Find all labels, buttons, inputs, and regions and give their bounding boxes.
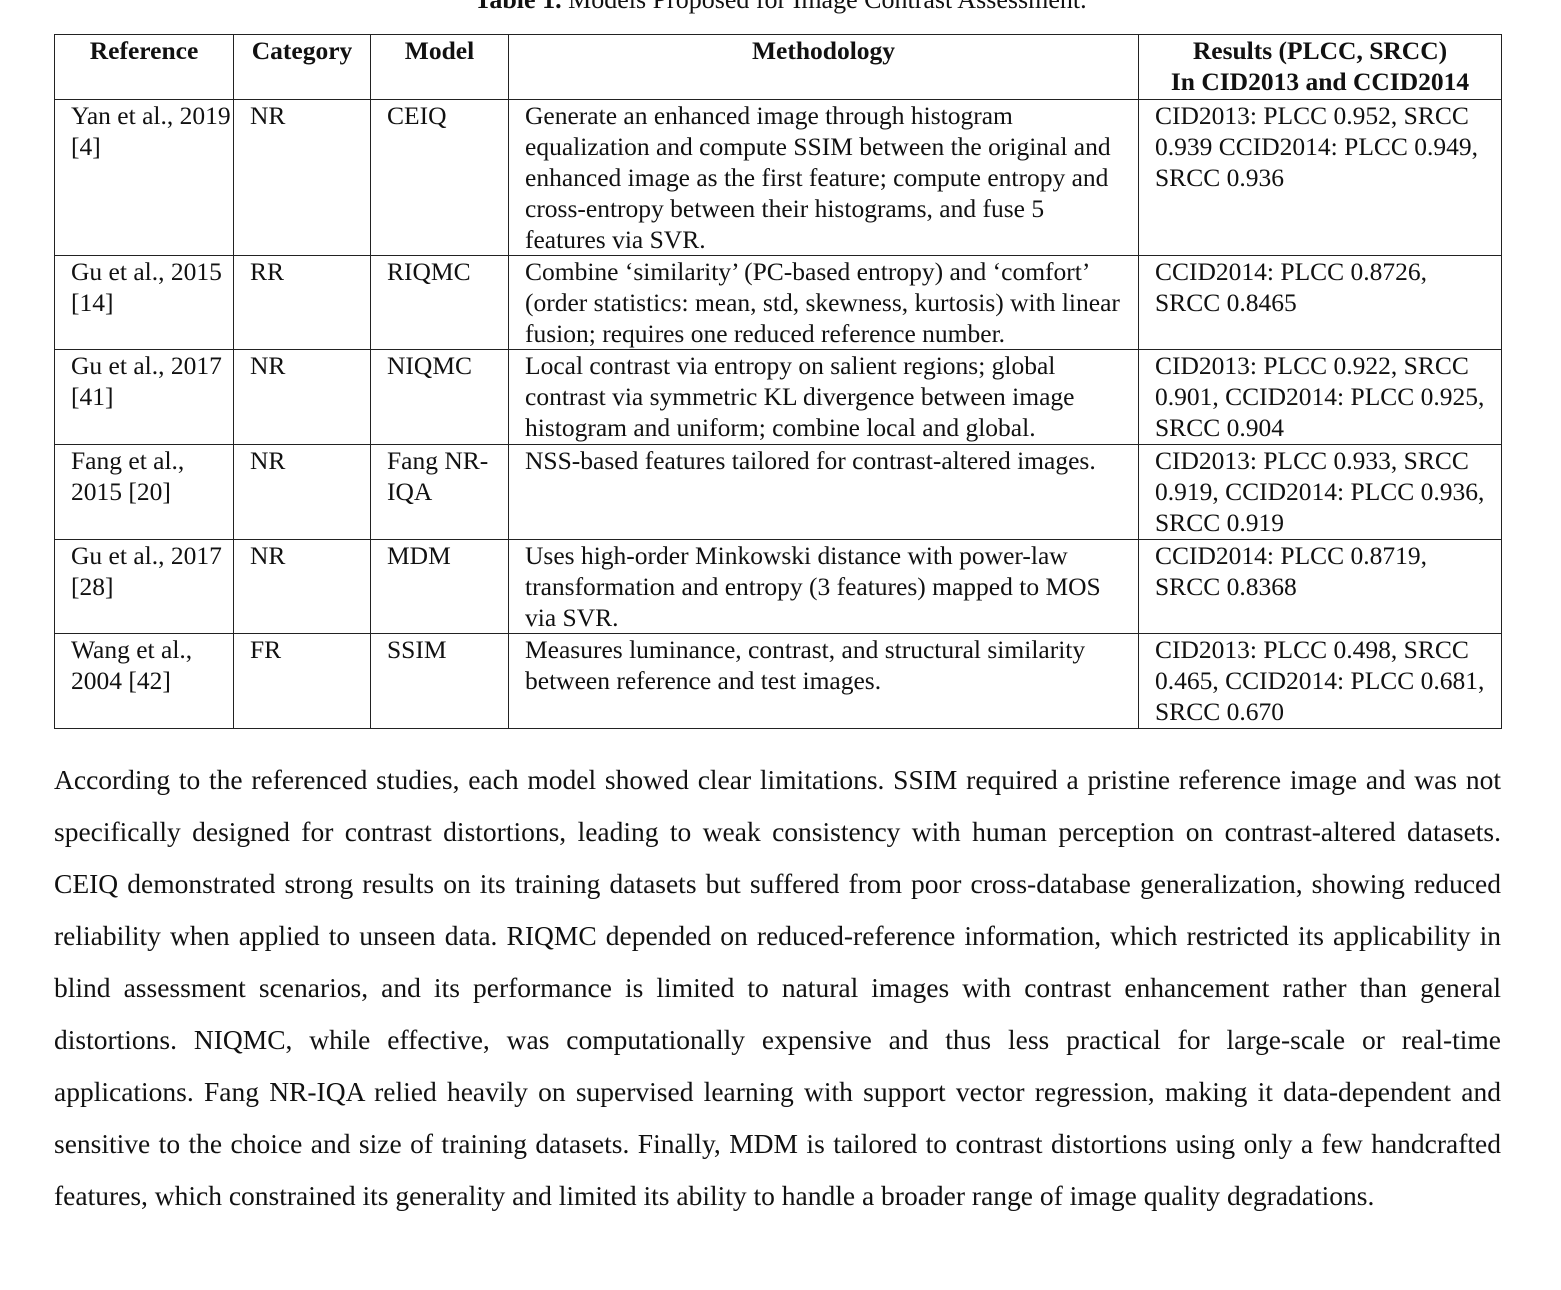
cell-reference: Gu et al., 2015 [14]: [54, 255, 234, 350]
caption-text: Models Proposed for Image Contrast Asses…: [562, 0, 1087, 14]
table-row: Gu et al., 2015 [14] RR RIQMC Combine ‘simi…: [54, 255, 1502, 350]
cell-reference: Gu et al., 2017 [41]: [54, 349, 234, 445]
table-row: Wang et al., 2004 [42] FR SSIM Measures lum…: [54, 633, 1502, 729]
cell-model: NIQMC: [370, 349, 509, 445]
cell-methodology: Measures luminance, contrast, and struct…: [508, 633, 1139, 729]
header-model: Model: [370, 34, 509, 100]
cell-category: NR: [233, 99, 371, 256]
cell-methodology: Combine ‘similarity’ (PC-based entropy) …: [508, 255, 1139, 350]
cell-category: NR: [233, 349, 371, 445]
caption-label: Table 1.: [474, 0, 561, 14]
table-row: Yan et al., 2019 [4] NR CEIQ Generate an en…: [54, 99, 1502, 256]
header-methodology: Methodology: [508, 34, 1139, 100]
body-paragraph: According to the referenced studies, eac…: [54, 764, 1501, 1211]
cell-category: FR: [233, 633, 371, 729]
header-results-line1: Results (PLCC, SRCC): [1192, 36, 1448, 65]
cell-results: CID2013: PLCC 0.922, SRCC 0.901, CCID201…: [1138, 349, 1502, 445]
cell-category: NR: [233, 444, 371, 540]
cell-model: MDM: [370, 539, 509, 634]
cell-results: CID2013: PLCC 0.933, SRCC 0.919, CCID201…: [1138, 444, 1502, 540]
cell-model: SSIM: [370, 633, 509, 729]
cell-reference: Wang et al., 2004 [42]: [54, 633, 234, 729]
cell-category: RR: [233, 255, 371, 350]
cell-reference: Yan et al., 2019 [4]: [54, 99, 234, 256]
header-category: Category: [233, 34, 371, 100]
header-reference: Reference: [54, 34, 234, 100]
table-header-row: Reference Category Model Methodology Res…: [54, 34, 1502, 100]
cell-reference: Fang et al., 2015 [20]: [54, 444, 234, 540]
cell-model: Fang NR-IQA: [370, 444, 509, 540]
cell-results: CID2013: PLCC 0.498, SRCC 0.465, CCID201…: [1138, 633, 1502, 729]
table-row: Fang et al., 2015 [20] NR Fang NR-IQA NSS-b…: [54, 444, 1502, 540]
cell-results: CID2013: PLCC 0.952, SRCC 0.939 CCID2014…: [1138, 99, 1502, 256]
table-caption: Table 1. Models Proposed for Image Contr…: [0, 0, 1561, 15]
cell-methodology: Local contrast via entropy on salient re…: [508, 349, 1139, 445]
cell-model: RIQMC: [370, 255, 509, 350]
cell-methodology: Generate an enhanced image through histo…: [508, 99, 1139, 256]
cell-reference: Gu et al., 2017 [28]: [54, 539, 234, 634]
header-results-line2: In CID2013 and CCID2014: [1170, 67, 1470, 96]
table-row: Gu et al., 2017 [28] NR MDM Uses high-order…: [54, 539, 1502, 634]
cell-methodology: NSS-based features tailored for contrast…: [508, 444, 1139, 540]
header-results: Results (PLCC, SRCC) In CID2013 and CCID2…: [1138, 34, 1502, 100]
cell-methodology: Uses high-order Minkowski distance with …: [508, 539, 1139, 634]
table-row: Gu et al., 2017 [41] NR NIQMC Local contras…: [54, 349, 1502, 445]
cell-results: CCID2014: PLCC 0.8726, SRCC 0.8465: [1138, 255, 1502, 350]
models-table: Reference Category Model Methodology Res…: [54, 34, 1502, 729]
cell-category: NR: [233, 539, 371, 634]
cell-model: CEIQ: [370, 99, 509, 256]
cell-results: CCID2014: PLCC 0.8719, SRCC 0.8368: [1138, 539, 1502, 634]
